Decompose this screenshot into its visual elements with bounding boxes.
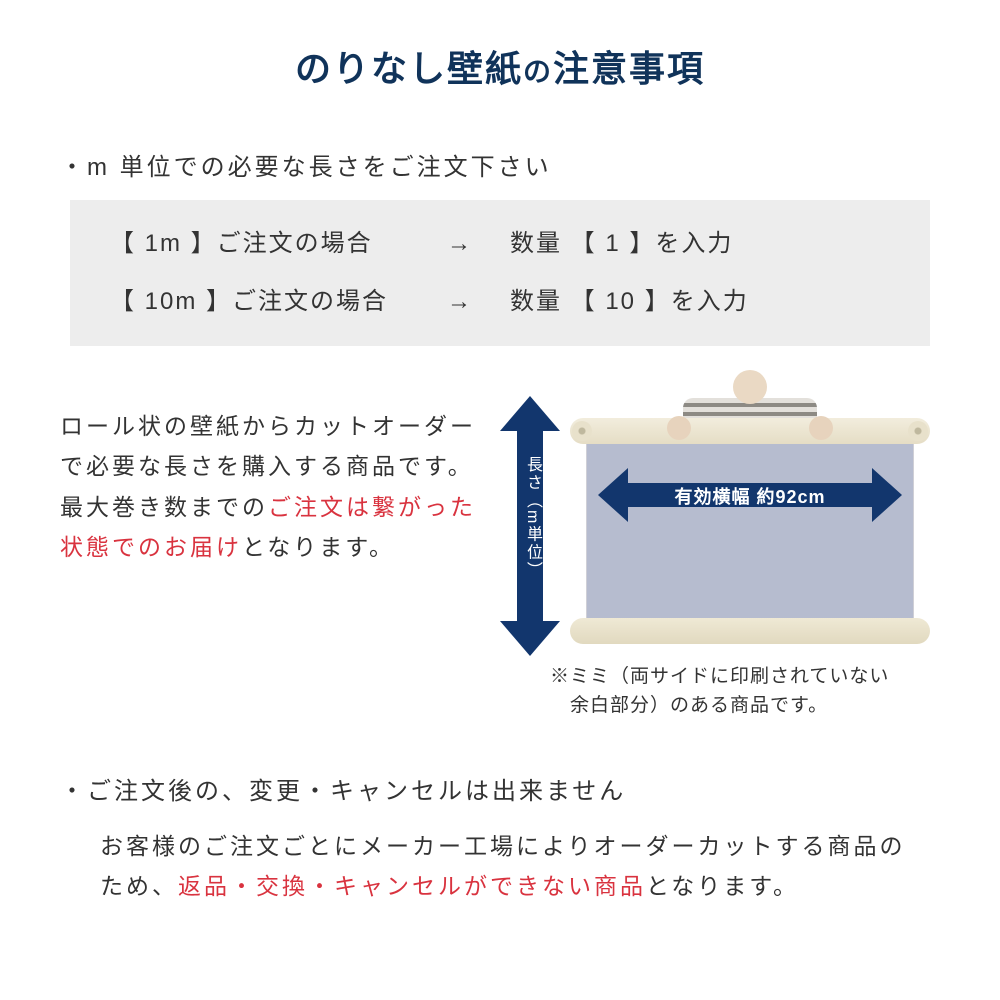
title-tail: 注意事項 xyxy=(553,48,705,89)
para2-emphasis: 返品・交換・キャンセルができない商品 xyxy=(178,873,646,899)
length-arrow-icon: 長さ（m単位） xyxy=(500,396,560,656)
arrow-icon: → xyxy=(410,284,510,320)
length-label: 長さ（m単位） xyxy=(519,456,541,579)
arrow-icon: → xyxy=(410,226,510,262)
wallpaper-roll-illustration: 有効横幅 約92cm xyxy=(570,376,930,656)
title-main: のりなし壁紙 xyxy=(295,48,523,89)
para1-plain2: となります。 xyxy=(242,534,395,560)
bullet-order-length: ・m 単位での必要な長さをご注文下さい xyxy=(60,147,940,182)
note-line1: ※ミミ（両サイドに印刷されていない xyxy=(550,666,889,687)
example-right: 数量 【 1 】を入力 xyxy=(510,226,890,262)
diagram-column: 長さ（m単位） 有効横幅 約92cm xyxy=(490,376,940,721)
bullet-no-cancel: ・ご注文後の、変更・キャンセルは出来ません xyxy=(60,771,940,806)
page-title: のりなし壁紙の注意事項 xyxy=(60,40,940,92)
width-label: 有効横幅 約92cm xyxy=(598,483,902,509)
title-small: の xyxy=(523,56,553,87)
order-example-row: 【 1m 】ご注文の場合 → 数量 【 1 】を入力 xyxy=(110,226,890,262)
width-arrow-icon: 有効横幅 約92cm xyxy=(598,468,902,522)
roll-description-text: ロール状の壁紙からカットオーダーで必要な長さを購入する商品です。最大巻き数までの… xyxy=(60,376,480,567)
order-example-box: 【 1m 】ご注文の場合 → 数量 【 1 】を入力 【 10m 】ご注文の場合… xyxy=(70,200,930,346)
roll-description-section: ロール状の壁紙からカットオーダーで必要な長さを購入する商品です。最大巻き数までの… xyxy=(60,376,940,721)
no-cancel-text: お客様のご注文ごとにメーカー工場によりオーダーカットする商品のため、返品・交換・… xyxy=(60,826,940,907)
para2-plain2: となります。 xyxy=(646,873,799,899)
mimi-note: ※ミミ（両サイドに印刷されていない 余白部分）のある商品です。 xyxy=(550,662,940,721)
example-left: 【 10m 】ご注文の場合 xyxy=(110,284,410,320)
example-left: 【 1m 】ご注文の場合 xyxy=(110,226,410,262)
wallpaper-diagram: 長さ（m単位） 有効横幅 約92cm xyxy=(500,376,940,656)
order-example-row: 【 10m 】ご注文の場合 → 数量 【 10 】を入力 xyxy=(110,284,890,320)
note-line2: 余白部分）のある商品です。 xyxy=(550,695,828,716)
example-right: 数量 【 10 】を入力 xyxy=(510,284,890,320)
